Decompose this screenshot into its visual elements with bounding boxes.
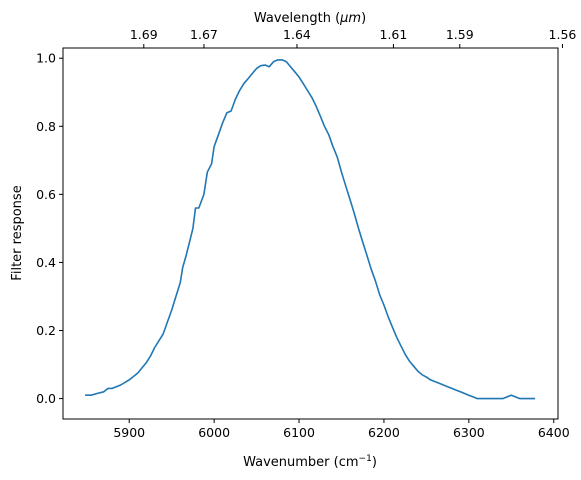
y-axis-title: Filter response bbox=[10, 185, 25, 280]
y-tick-label: 1.0 bbox=[36, 51, 56, 66]
y-tick-label: 0.2 bbox=[36, 323, 56, 338]
filter-response-line bbox=[85, 59, 536, 400]
top-x-axis-ticks: 1.69 1.67 1.64 1.61 1.59 1.56 bbox=[130, 27, 577, 48]
y-axis-ticks: 0.0 0.2 0.4 0.6 0.8 1.0 bbox=[36, 51, 63, 406]
plot-frame bbox=[62, 47, 559, 420]
x-tick-label: 6100 bbox=[283, 425, 315, 440]
y-tick-label: 0.4 bbox=[36, 255, 56, 270]
top-tick-label: 1.59 bbox=[446, 27, 474, 42]
y-tick-label: 0.8 bbox=[36, 119, 56, 134]
bottom-x-axis-ticks: 5900 6000 6100 6200 6300 6400 bbox=[113, 419, 570, 440]
x-tick-label: 6300 bbox=[453, 425, 485, 440]
top-tick-label: 1.61 bbox=[380, 27, 408, 42]
top-tick-label: 1.69 bbox=[130, 27, 158, 42]
top-x-axis-title: Wavelength (μm) bbox=[254, 11, 366, 26]
y-tick-label: 0.6 bbox=[36, 187, 56, 202]
x-tick-label: 6400 bbox=[538, 425, 570, 440]
x-axis-title: Wavenumber (cm−1) bbox=[243, 454, 377, 470]
x-tick-label: 6000 bbox=[198, 425, 230, 440]
top-tick-label: 1.67 bbox=[190, 27, 218, 42]
top-tick-label: 1.64 bbox=[283, 27, 311, 42]
x-tick-label: 6200 bbox=[368, 425, 400, 440]
top-tick-label: 1.56 bbox=[549, 27, 577, 42]
y-tick-label: 0.0 bbox=[36, 391, 56, 406]
x-tick-label: 5900 bbox=[113, 425, 145, 440]
